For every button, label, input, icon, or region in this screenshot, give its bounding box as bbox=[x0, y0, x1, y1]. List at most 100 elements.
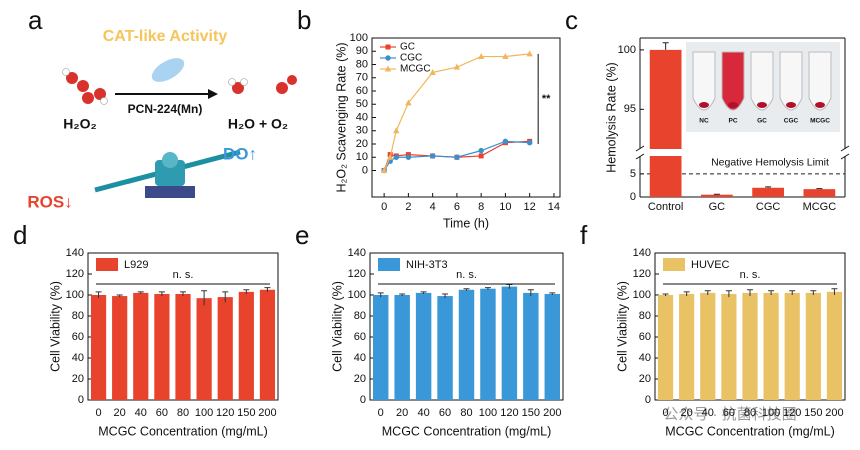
bar bbox=[803, 189, 836, 197]
axis-break bbox=[635, 145, 645, 160]
error-bar bbox=[116, 294, 123, 298]
tube bbox=[779, 51, 803, 111]
marker bbox=[478, 153, 484, 159]
marker bbox=[478, 147, 484, 154]
x-tick-label: 0 bbox=[381, 201, 387, 213]
bar bbox=[523, 292, 539, 400]
do-up: DO↑ bbox=[223, 144, 257, 163]
error-bar bbox=[549, 292, 556, 295]
x-tick-label: 120 bbox=[500, 407, 518, 419]
bar bbox=[826, 291, 843, 400]
y-tick-label: 60 bbox=[354, 331, 366, 343]
inset-label: GC bbox=[757, 118, 767, 125]
marker bbox=[526, 139, 533, 146]
error-bar bbox=[662, 42, 669, 50]
x-tick-label: 60 bbox=[723, 407, 735, 419]
bar bbox=[742, 292, 758, 400]
y-tick-label: 0 bbox=[360, 394, 366, 406]
tube bbox=[692, 51, 716, 111]
error-bar bbox=[463, 288, 470, 291]
panel-label: c bbox=[565, 5, 578, 35]
x-tick-label: 100 bbox=[195, 407, 213, 419]
bar bbox=[90, 295, 107, 400]
y-tick-label: 80 bbox=[639, 310, 651, 322]
bar bbox=[763, 292, 779, 400]
significance-label: ** bbox=[542, 93, 551, 105]
y-tick-label: 100 bbox=[66, 289, 84, 301]
y-tick-label: 40 bbox=[72, 352, 84, 364]
marker bbox=[453, 63, 461, 70]
bar bbox=[700, 194, 733, 197]
y-axis-title: Hemolysis Rate (%) bbox=[604, 62, 618, 172]
y-tick-label: 120 bbox=[66, 268, 84, 280]
marker bbox=[429, 68, 436, 75]
significance-label: n. s. bbox=[456, 269, 477, 281]
error-bar bbox=[180, 291, 186, 297]
error-bar bbox=[442, 293, 449, 299]
y-tick-label: 60 bbox=[72, 331, 84, 343]
pellet bbox=[815, 102, 825, 108]
bar bbox=[805, 292, 821, 400]
y-tick-label: 60 bbox=[639, 331, 651, 343]
y-tick-label: 120 bbox=[633, 268, 651, 280]
bar bbox=[784, 292, 800, 400]
y-tick-label: 80 bbox=[356, 58, 368, 70]
x-tick-label: 6 bbox=[454, 201, 460, 213]
x-tick-label: 200 bbox=[825, 407, 843, 419]
x-tick-label: 60 bbox=[439, 407, 451, 419]
tube bbox=[750, 51, 774, 111]
x-tick-label: 200 bbox=[258, 407, 276, 419]
y-tick-label: 20 bbox=[72, 373, 84, 385]
panel-label: a bbox=[28, 5, 43, 35]
panel-label: d bbox=[13, 220, 27, 250]
y-axis-title: Cell Viability (%) bbox=[330, 281, 344, 372]
significance-label: n. s. bbox=[173, 269, 194, 281]
error-bar bbox=[399, 293, 406, 297]
x-tick-label: 8 bbox=[478, 201, 484, 213]
legend-marker bbox=[384, 65, 392, 72]
inset-label: PC bbox=[728, 118, 737, 125]
y-tick-label: 20 bbox=[354, 373, 366, 385]
y-tick-label: 90 bbox=[356, 45, 368, 57]
error-bar bbox=[765, 186, 772, 188]
bar bbox=[752, 187, 785, 197]
panel-label: b bbox=[297, 5, 311, 35]
pellet bbox=[786, 102, 796, 108]
bar bbox=[721, 293, 737, 400]
x-tick-label: Control bbox=[648, 201, 683, 213]
legend-swatch bbox=[96, 258, 118, 271]
pellet bbox=[757, 102, 767, 108]
bar bbox=[133, 292, 149, 400]
marker bbox=[393, 154, 399, 160]
legend-label: MCGC bbox=[400, 64, 431, 75]
y-tick-label: 50 bbox=[356, 98, 368, 110]
y-tick-label: 40 bbox=[356, 111, 368, 123]
inset-label: NC bbox=[699, 118, 709, 125]
error-bar bbox=[810, 290, 817, 295]
catalyst: PCN-224(Mn) bbox=[128, 102, 203, 116]
x-tick-label: 40 bbox=[702, 407, 714, 419]
legend-swatch bbox=[378, 258, 400, 271]
y-tick-label: 140 bbox=[66, 247, 84, 259]
bar bbox=[437, 296, 453, 400]
bar bbox=[458, 289, 475, 400]
bar bbox=[415, 292, 432, 400]
y-tick-label: 5 bbox=[630, 168, 636, 180]
marker bbox=[405, 99, 412, 106]
y-tick-label: 80 bbox=[354, 310, 366, 322]
bar bbox=[154, 293, 170, 400]
marker bbox=[526, 50, 533, 57]
bar bbox=[700, 292, 716, 400]
error-bar bbox=[704, 290, 711, 295]
bar bbox=[649, 156, 682, 197]
x-tick-label: 150 bbox=[804, 407, 822, 419]
y-tick-label: 0 bbox=[362, 164, 368, 176]
pellet bbox=[728, 102, 738, 108]
x-axis-title: MCGC Concentration (mg/mL) bbox=[98, 424, 268, 438]
marker bbox=[386, 153, 394, 160]
marker bbox=[502, 138, 509, 145]
inset-label: MCGC bbox=[810, 118, 830, 125]
bar bbox=[238, 291, 254, 400]
y-axis-title: Cell Viability (%) bbox=[48, 281, 62, 372]
y-tick-label: 80 bbox=[72, 310, 84, 322]
